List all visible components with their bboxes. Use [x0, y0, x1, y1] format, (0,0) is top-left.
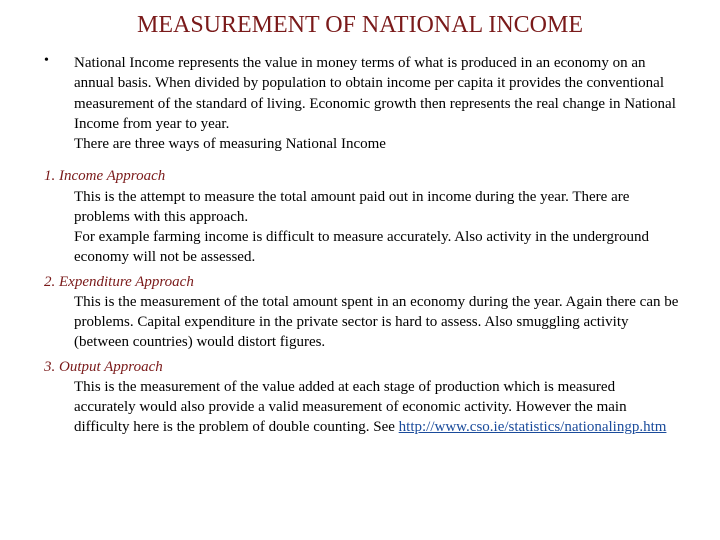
- approach-2: 2. Expenditure Approach This is the meas…: [40, 272, 680, 353]
- intro-paragraph-1: National Income represents the value in …: [74, 55, 676, 132]
- slide-title: MEASUREMENT OF NATIONAL INCOME: [40, 12, 680, 39]
- bullet-marker: •: [40, 53, 74, 154]
- approach-1-heading: 1. Income Approach: [44, 166, 680, 186]
- approach-3-heading: 3. Output Approach: [44, 357, 680, 377]
- approach-3-body: This is the measurement of the value add…: [74, 377, 680, 438]
- see-label: See: [373, 419, 398, 435]
- approach-2-heading: 2. Expenditure Approach: [44, 272, 680, 292]
- source-link[interactable]: http://www.cso.ie/statistics/nationaling…: [399, 419, 667, 435]
- approach-3: 3. Output Approach This is the measureme…: [40, 357, 680, 438]
- intro-block: • National Income represents the value i…: [40, 53, 680, 154]
- slide-container: MEASUREMENT OF NATIONAL INCOME • Nationa…: [0, 0, 720, 462]
- intro-text: National Income represents the value in …: [74, 53, 680, 154]
- approach-1-body: This is the attempt to measure the total…: [74, 187, 680, 268]
- approach-2-body: This is the measurement of the total amo…: [74, 292, 680, 353]
- intro-paragraph-2: There are three ways of measuring Nation…: [74, 136, 386, 152]
- approach-1: 1. Income Approach This is the attempt t…: [40, 166, 680, 267]
